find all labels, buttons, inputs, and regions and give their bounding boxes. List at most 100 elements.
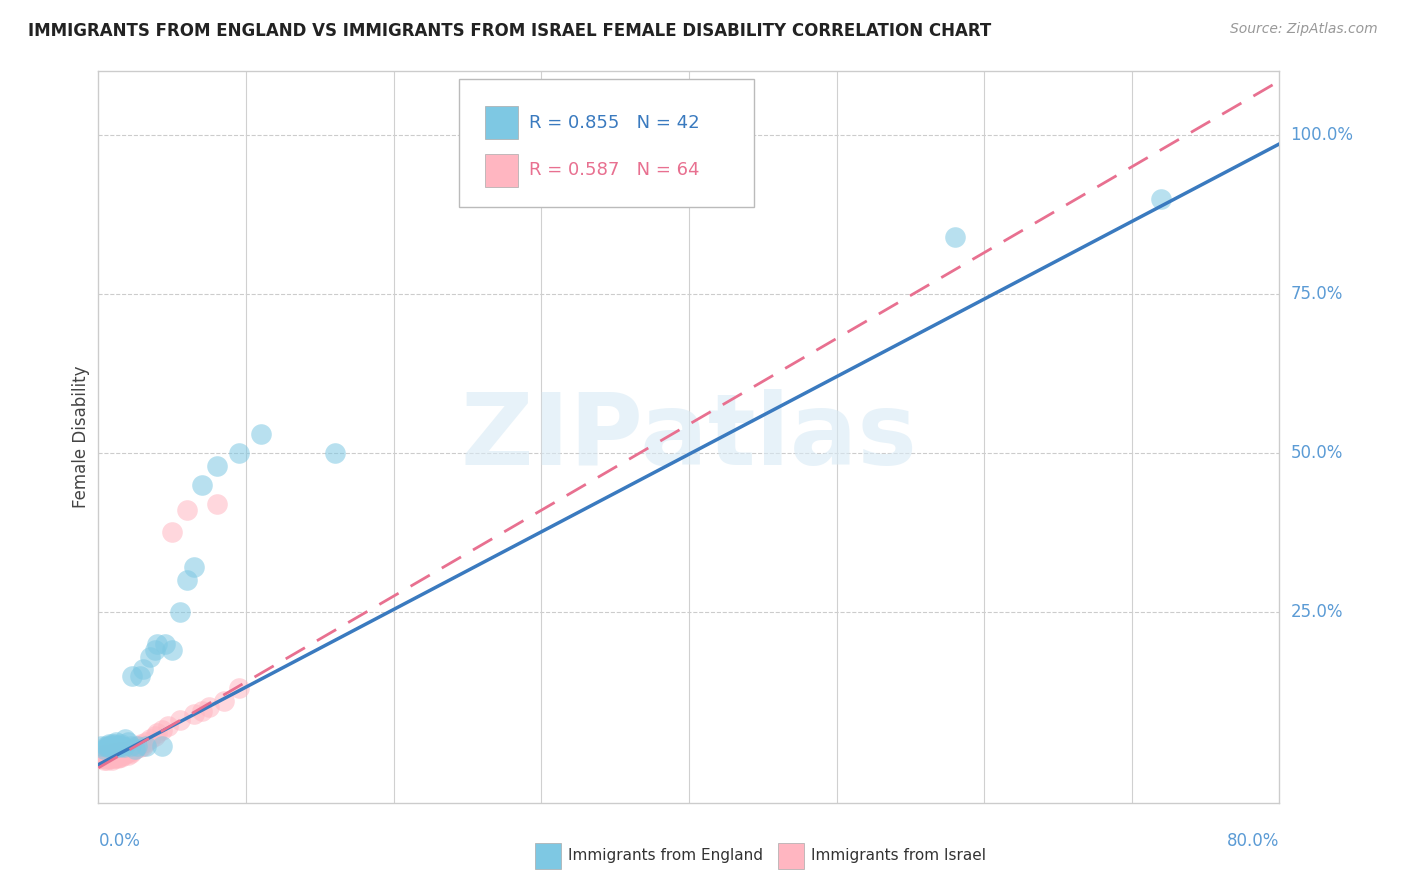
Point	[90, 739, 112, 753]
Point	[105, 735, 128, 749]
Point	[125, 739, 148, 754]
Point	[104, 751, 127, 765]
Point	[103, 746, 125, 760]
Text: 75.0%: 75.0%	[1291, 285, 1343, 303]
Point	[150, 739, 173, 753]
Point	[191, 477, 214, 491]
Point	[228, 681, 250, 696]
Point	[250, 426, 273, 441]
Point	[150, 723, 173, 737]
Point	[121, 668, 143, 682]
Text: R = 0.855   N = 42: R = 0.855 N = 42	[530, 113, 700, 131]
Point	[124, 741, 146, 756]
Point	[176, 573, 198, 587]
Text: Immigrants from Israel: Immigrants from Israel	[811, 848, 986, 863]
Point	[143, 729, 166, 743]
Point	[120, 739, 142, 753]
Point	[162, 643, 183, 657]
Point	[183, 706, 205, 721]
Point	[108, 739, 131, 754]
Bar	[485, 106, 517, 139]
Point	[146, 726, 169, 740]
Point	[129, 737, 152, 751]
Point	[121, 744, 143, 758]
Point	[103, 739, 125, 753]
Point	[94, 748, 117, 763]
Point	[105, 739, 128, 754]
Point	[97, 739, 120, 753]
Point	[118, 745, 141, 759]
Point	[183, 560, 205, 574]
Point	[117, 745, 139, 759]
Point	[125, 739, 148, 753]
Point	[112, 739, 135, 754]
Point	[91, 751, 114, 765]
Point	[205, 497, 228, 511]
Point	[94, 751, 117, 765]
Text: Source: ZipAtlas.com: Source: ZipAtlas.com	[1230, 22, 1378, 37]
Point	[100, 753, 122, 767]
Bar	[485, 153, 517, 186]
Point	[103, 751, 125, 765]
Point	[212, 694, 235, 708]
Point	[94, 739, 117, 753]
Point	[104, 737, 127, 751]
Point	[108, 745, 131, 759]
Point	[132, 739, 155, 753]
Point	[1150, 192, 1173, 206]
Point	[97, 737, 120, 751]
FancyBboxPatch shape	[458, 78, 754, 207]
Point	[117, 735, 139, 749]
Point	[93, 741, 115, 756]
Point	[96, 739, 118, 754]
Text: 0.0%: 0.0%	[98, 832, 141, 850]
Point	[110, 745, 132, 759]
Point	[93, 753, 115, 767]
Point	[98, 739, 121, 754]
Point	[124, 741, 146, 756]
Point	[143, 643, 166, 657]
Point	[108, 750, 131, 764]
Point	[111, 744, 134, 758]
Point	[107, 746, 129, 760]
Point	[97, 751, 120, 765]
Point	[122, 739, 145, 754]
Point	[943, 229, 966, 244]
Point	[191, 704, 214, 718]
Point	[93, 748, 115, 763]
Point	[112, 748, 135, 763]
Point	[114, 732, 136, 747]
Point	[110, 750, 132, 764]
Point	[104, 748, 127, 763]
Point	[120, 746, 142, 760]
Point	[156, 719, 179, 733]
Point	[111, 748, 134, 763]
Point	[323, 446, 346, 460]
Text: 80.0%: 80.0%	[1227, 832, 1279, 850]
Text: 50.0%: 50.0%	[1291, 444, 1343, 462]
Point	[169, 605, 191, 619]
Point	[153, 637, 176, 651]
Point	[97, 748, 120, 763]
Point	[128, 668, 150, 682]
Point	[228, 446, 250, 460]
Point	[90, 748, 112, 763]
Point	[132, 662, 155, 676]
Point	[128, 739, 150, 754]
Point	[110, 737, 132, 751]
Y-axis label: Female Disability: Female Disability	[72, 366, 90, 508]
Point	[96, 748, 118, 763]
Point	[98, 751, 121, 765]
Point	[105, 746, 128, 760]
Text: R = 0.587   N = 64: R = 0.587 N = 64	[530, 161, 700, 179]
Bar	[536, 843, 561, 869]
Text: 100.0%: 100.0%	[1291, 126, 1354, 144]
Point	[103, 750, 125, 764]
Point	[97, 745, 120, 759]
Point	[115, 745, 138, 759]
Point	[89, 751, 111, 765]
Text: Immigrants from England: Immigrants from England	[568, 848, 763, 863]
Point	[114, 746, 136, 760]
Point	[90, 751, 112, 765]
Point	[100, 748, 122, 763]
